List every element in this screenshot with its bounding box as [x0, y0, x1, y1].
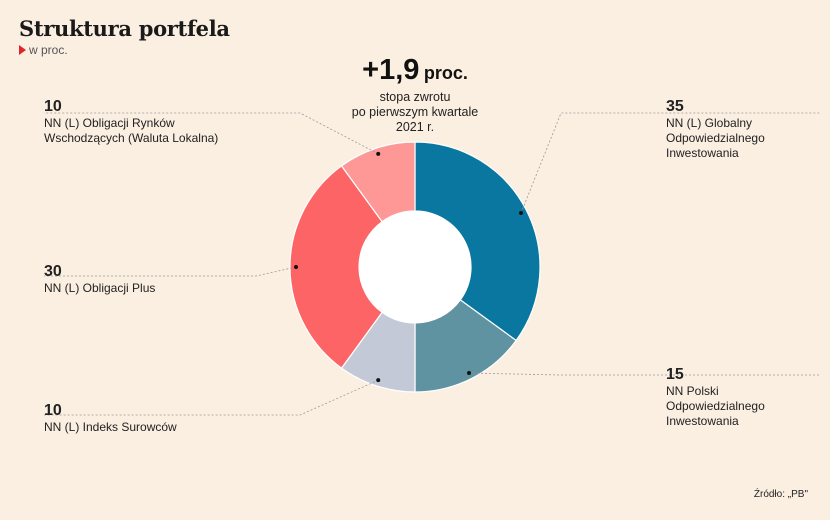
slice-label: 10 NN (L) Obligacji Rynków Wschodzących … — [44, 97, 218, 146]
slice-name: NN (L) Globalny — [666, 116, 753, 130]
leader-dot — [376, 151, 381, 156]
slice-name: Odpowiedzialnego — [666, 131, 765, 145]
slice-value: 30 — [44, 263, 62, 280]
slice-value: 15 — [666, 366, 684, 383]
leader-line — [520, 112, 820, 214]
leader-dot — [467, 371, 472, 376]
slice-value: 35 — [666, 98, 684, 115]
source-note: Źródło: „PB" — [753, 489, 808, 500]
chart-subtitle: w proc. — [19, 43, 68, 57]
slice-label: 35 NN (L) Globalny Odpowiedzialnego Inwe… — [666, 97, 765, 161]
slice-name: NN Polski — [666, 384, 719, 398]
slice-name: Wschodzących (Waluta Lokalna) — [44, 131, 219, 145]
slice-name: NN (L) Obligacji Rynków — [44, 116, 175, 130]
subtitle-text: w proc. — [29, 43, 68, 57]
chart-title: Struktura portfela — [19, 16, 230, 41]
leader-line — [469, 372, 820, 376]
headline-unit: proc. — [423, 63, 468, 83]
headline-desc-line: 2021 r. — [395, 120, 435, 134]
slice-name: Inwestowania — [666, 414, 739, 428]
slice-name: NN (L) Obligacji Plus — [44, 281, 156, 295]
donut-hole — [359, 211, 471, 323]
headline-block: +1,9 proc. stopa zwrotu po pierwszym kwa… — [300, 54, 530, 135]
slice-name: Odpowiedzialnego — [666, 399, 765, 413]
slice-label: 15 NN Polski Odpowiedzialnego Inwestowan… — [666, 365, 765, 429]
leader-dot — [376, 378, 381, 383]
leader-line — [44, 266, 297, 277]
headline-desc-line: po pierwszym kwartale — [351, 105, 479, 119]
headline-desc-line: stopa zwrotu — [379, 90, 451, 104]
headline-description: stopa zwrotu po pierwszym kwartale 2021 … — [300, 90, 530, 135]
slice-value: 10 — [44, 98, 62, 115]
leader-dot — [519, 210, 524, 215]
slice-name: Inwestowania — [666, 146, 739, 160]
slice-value: 10 — [44, 402, 62, 419]
leader-line — [44, 112, 379, 155]
slice-label: 10 NN (L) Indeks Surowców — [44, 401, 177, 435]
triangle-marker-icon — [19, 45, 26, 55]
slice-label: 30 NN (L) Obligacji Plus — [44, 262, 155, 296]
leader-line — [44, 379, 379, 416]
leader-dot — [294, 265, 298, 269]
headline-value: +1,9 — [362, 54, 420, 86]
slice-name: NN (L) Indeks Surowców — [44, 420, 177, 434]
